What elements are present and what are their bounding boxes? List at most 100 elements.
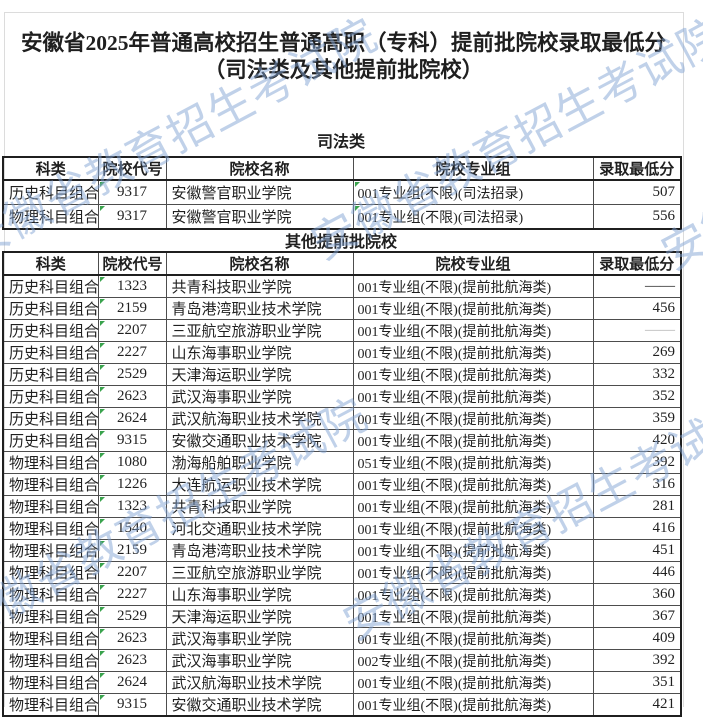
- cell-min-admission-score: 392: [592, 451, 682, 474]
- cell-college-name: 安徽交通职业技术学院: [165, 429, 354, 452]
- other-advance-batch-table: 科类 院校代号 院校名称 院校专业组 录取最低分 历史科目组合 1323 共青科技职业学院 00…: [2, 251, 682, 717]
- page-title-line2: （司法类及其他提前批院校）: [203, 58, 484, 82]
- cell-college-major-group: 001专业组(不限)(提前批航海类): [352, 274, 594, 298]
- cell-min-admission-score: 281: [592, 495, 682, 518]
- cell-min-admission-score: 421: [592, 693, 682, 717]
- cell-college-name: 大连航运职业技术学院: [165, 473, 354, 496]
- cell-college-code: 2624: [97, 671, 167, 694]
- cell-min-admission-score: 456: [592, 297, 682, 320]
- cell-corner-flag-icon: [99, 206, 105, 211]
- cell-college-code: 2207: [97, 561, 167, 584]
- table-row: 历史科目组合 9317 安徽警官职业学院 001专业组(不限)(司法招录) 507: [2, 179, 682, 205]
- cell-corner-flag-icon: [99, 651, 105, 656]
- judicial-category-table: 科类 院校代号 院校名称 院校专业组 录取最低分 历史科目组合 9317 安徽警官职业学院 00…: [2, 156, 682, 230]
- cell-corner-flag-icon: [99, 409, 105, 414]
- table-row: 物理科目组合 2207 三亚航空旅游职业学院 001专业组(不限)(提前批航海类) 44…: [2, 561, 682, 584]
- cell-corner-flag-icon: [99, 519, 105, 524]
- cell-college-major-group: 002专业组(不限)(提前批航海类): [352, 649, 594, 672]
- cell-college-code: 2623: [97, 385, 167, 408]
- cell-college-major-group: 001专业组(不限)(提前批航海类): [352, 539, 594, 562]
- cell-subject-category: 物理科目组合: [2, 627, 99, 650]
- cell-college-name: 河北交通职业技术学院: [165, 517, 354, 540]
- table-row: 物理科目组合 1226 大连航运职业技术学院 001专业组(不限)(提前批航海类) 31…: [2, 473, 682, 496]
- cell-college-major-group: 001专业组(不限)(提前批航海类): [352, 627, 594, 650]
- table-row: 物理科目组合 9315 安徽交通职业技术学院 001专业组(不限)(提前批航海类) 42…: [2, 693, 682, 717]
- cell-corner-flag-icon: [99, 673, 105, 678]
- cell-corner-flag-icon: [99, 585, 105, 590]
- cell-min-admission-score: 446: [592, 561, 682, 584]
- cell-college-code: 9317: [97, 204, 167, 230]
- cell-college-major-group: 001专业组(不限)(提前批航海类): [352, 473, 594, 496]
- cell-subject-category: 物理科目组合: [2, 561, 99, 584]
- cell-college-name: 共青科技职业学院: [165, 495, 354, 518]
- table-row: 物理科目组合 2624 武汉航海职业技术学院 001专业组(不限)(提前批航海类) 35…: [2, 671, 682, 694]
- cell-corner-flag-icon: [99, 299, 105, 304]
- cell-college-name: 三亚航空旅游职业学院: [165, 319, 354, 342]
- column-header-college-code: 院校代号: [97, 251, 167, 276]
- cell-college-code: 9317: [97, 179, 167, 205]
- cell-college-code: 1080: [97, 451, 167, 474]
- cell-subject-category: 历史科目组合: [2, 274, 99, 298]
- cell-min-admission-score: 416: [592, 517, 682, 540]
- cell-college-major-group: 001专业组(不限)(提前批航海类): [352, 363, 594, 386]
- column-header-min-admission-score: 录取最低分: [592, 156, 682, 181]
- cell-college-major-group: 001专业组(不限)(提前批航海类): [352, 297, 594, 320]
- cell-college-name: 武汉海事职业学院: [165, 385, 354, 408]
- cell-college-name: 山东海事职业学院: [165, 583, 354, 606]
- table-row: 物理科目组合 1323 共青科技职业学院 001专业组(不限)(提前批航海类) 281: [2, 495, 682, 518]
- cell-corner-flag-icon: [99, 431, 105, 436]
- cell-min-admission-score: 352: [592, 385, 682, 408]
- cell-college-major-group: 001专业组(不限)(提前批航海类): [352, 693, 594, 717]
- cell-corner-flag-icon: [99, 182, 105, 187]
- cell-college-code: 9315: [97, 693, 167, 717]
- column-header-subject-category: 科类: [2, 251, 99, 276]
- table-row: 物理科目组合 1540 河北交通职业技术学院 001专业组(不限)(提前批航海类) 41…: [2, 517, 682, 540]
- cell-college-code: 2227: [97, 583, 167, 606]
- table-row: 物理科目组合 2227 山东海事职业学院 001专业组(不限)(提前批航海类) 360: [2, 583, 682, 606]
- section-title-judicial: 司法类: [316, 134, 365, 151]
- cell-min-admission-score: 360: [592, 583, 682, 606]
- cell-corner-flag-icon: [99, 497, 105, 502]
- cell-corner-flag-icon: [99, 321, 105, 326]
- cell-college-code: 2159: [97, 297, 167, 320]
- cell-subject-category: 历史科目组合: [2, 385, 99, 408]
- cell-corner-flag-icon: [99, 563, 105, 568]
- table-row: 历史科目组合 2159 青岛港湾职业技术学院 001专业组(不限)(提前批航海类) 45…: [2, 297, 682, 320]
- table-row: 历史科目组合 2624 武汉航海职业技术学院 001专业组(不限)(提前批航海类) 35…: [2, 407, 682, 430]
- table-row: 物理科目组合 1080 渤海船舶职业学院 051专业组(不限)(提前批航海类) 392: [2, 451, 682, 474]
- cell-college-code: 2227: [97, 341, 167, 364]
- cell-college-code: 2207: [97, 319, 167, 342]
- cell-min-admission-score: 420: [592, 429, 682, 452]
- cell-college-code: 9315: [97, 429, 167, 452]
- cell-college-code: 2159: [97, 539, 167, 562]
- cell-subject-category: 历史科目组合: [2, 341, 99, 364]
- cell-college-name: 青岛港湾职业技术学院: [165, 297, 354, 320]
- table-row: 历史科目组合 9315 安徽交通职业技术学院 001专业组(不限)(提前批航海类) 42…: [2, 429, 682, 452]
- column-header-subject-category: 科类: [2, 156, 99, 181]
- page-edge-top: [4, 12, 683, 13]
- section-title-other-advance-batch: 其他提前批院校: [284, 234, 397, 251]
- cell-corner-flag-icon: [99, 541, 105, 546]
- header-row: 科类 院校代号 院校名称 院校专业组 录取最低分: [2, 156, 682, 181]
- column-header-college-major-group: 院校专业组: [352, 251, 594, 276]
- cell-corner-flag-icon: [354, 206, 360, 211]
- page-title: 安徽省2025年普通高校招生普通高职（专科）提前批院校录取最低分 （司法类及其他…: [4, 30, 683, 84]
- cell-college-major-group: 051专业组(不限)(提前批航海类): [352, 451, 594, 474]
- cell-min-admission-score: ——: [592, 319, 682, 342]
- cell-college-major-group: 001专业组(不限)(提前批航海类): [352, 341, 594, 364]
- cell-college-name: 武汉海事职业学院: [165, 627, 354, 650]
- page-title-line1: 安徽省2025年普通高校招生普通高职（专科）提前批院校录取最低分: [20, 31, 666, 55]
- cell-min-admission-score: 392: [592, 649, 682, 672]
- cell-corner-flag-icon: [99, 453, 105, 458]
- cell-subject-category: 物理科目组合: [2, 517, 99, 540]
- cell-college-major-group: 001专业组(不限)(提前批航海类): [352, 407, 594, 430]
- cell-corner-flag-icon: [99, 343, 105, 348]
- cell-college-major-group: 001专业组(不限)(司法招录): [352, 179, 594, 205]
- cell-corner-flag-icon: [99, 695, 105, 700]
- cell-corner-flag-icon: [99, 365, 105, 370]
- cell-college-major-group: 001专业组(不限)(提前批航海类): [352, 385, 594, 408]
- cell-min-admission-score: 507: [592, 179, 682, 205]
- cell-min-admission-score: 409: [592, 627, 682, 650]
- cell-min-admission-score: 556: [592, 204, 682, 230]
- cell-subject-category: 历史科目组合: [2, 429, 99, 452]
